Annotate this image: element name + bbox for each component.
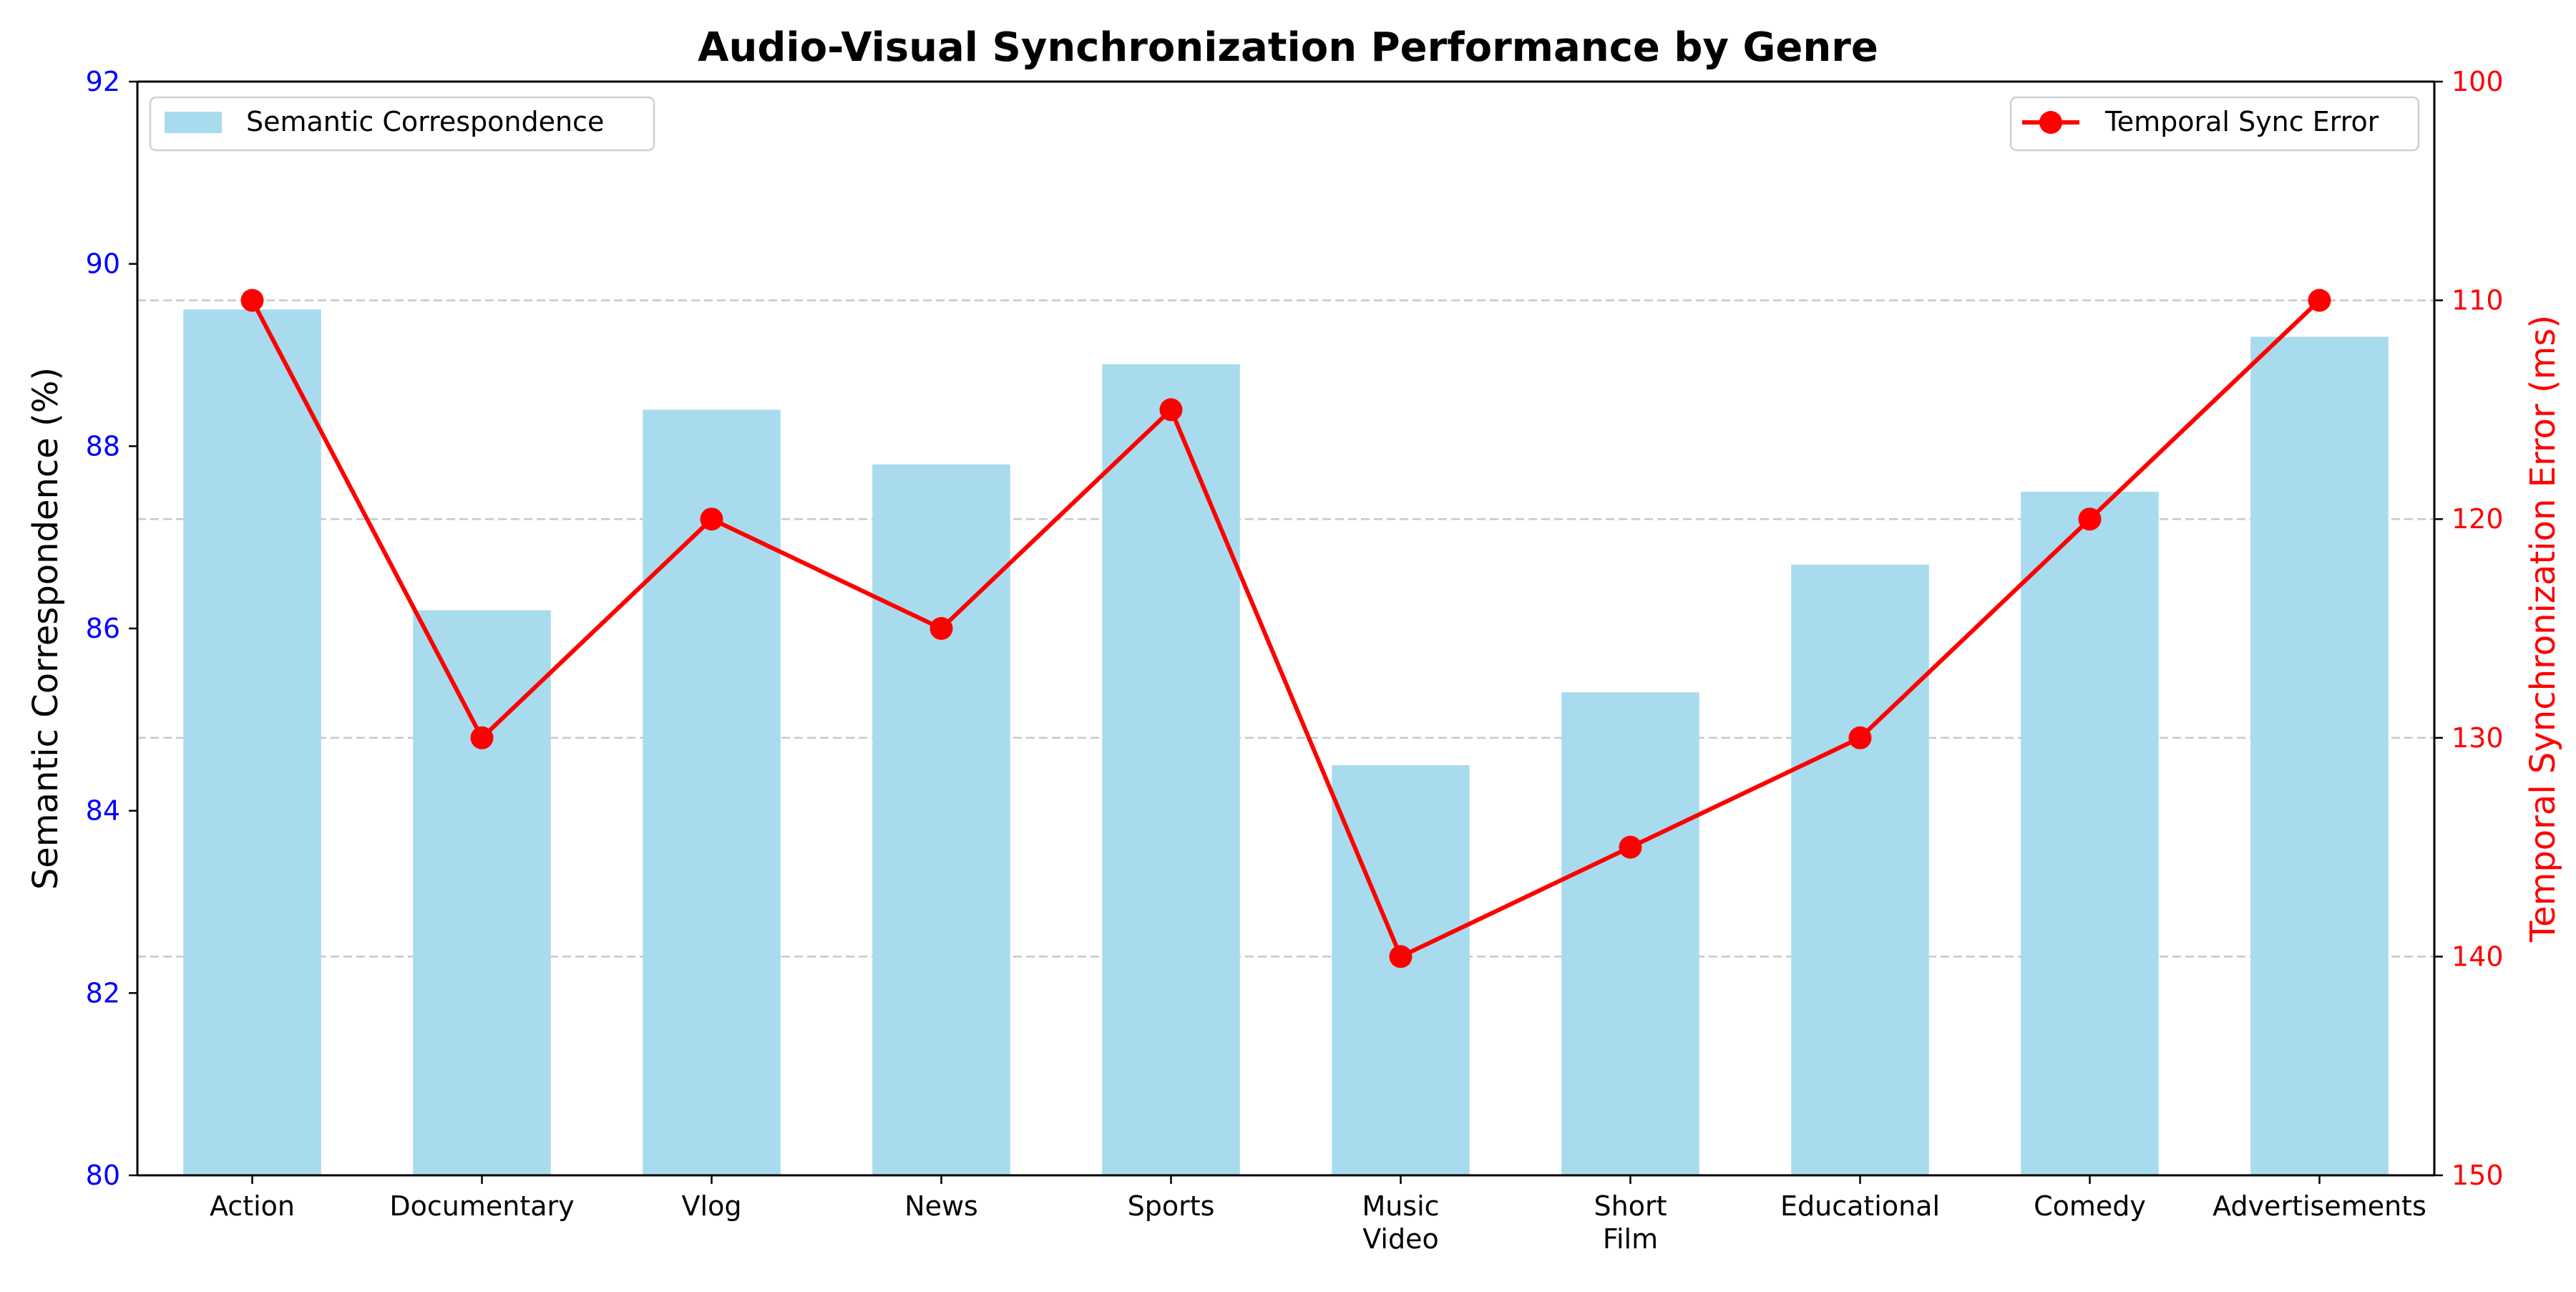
bar-2 bbox=[413, 610, 551, 1175]
x-tick-label: Music Video bbox=[1362, 1190, 1439, 1255]
line-marker-1 bbox=[240, 288, 264, 312]
right-tick-label: 150 bbox=[2451, 1160, 2504, 1191]
legend-box bbox=[2009, 96, 2420, 152]
legend-semantic-correspondence: Semantic Correspondence bbox=[149, 96, 655, 152]
line-marker-2 bbox=[470, 726, 494, 749]
legend-label: Semantic Correspondence bbox=[246, 106, 604, 137]
bar-layer bbox=[183, 309, 2389, 1175]
bar-6 bbox=[1332, 765, 1470, 1175]
legend-label: Temporal Sync Error bbox=[2104, 106, 2379, 137]
bar-7 bbox=[1561, 692, 1699, 1175]
x-tick-label: Sports bbox=[1128, 1190, 1215, 1222]
legend-swatch-marker bbox=[2039, 111, 2062, 134]
series-line-temporal-sync-error bbox=[250, 298, 2321, 959]
x-tick-label: Educational bbox=[1780, 1190, 1940, 1222]
line-marker-7 bbox=[1619, 835, 1642, 859]
left-tick-label: 88 bbox=[86, 430, 120, 462]
legend-layer: Semantic Correspondence Temporal Sync Err… bbox=[149, 96, 2420, 152]
legend-box bbox=[149, 96, 655, 152]
left-tick-label: 84 bbox=[86, 795, 120, 827]
legend-temporal-sync-error: Temporal Sync Error bbox=[2009, 96, 2420, 152]
x-tick-label: Action bbox=[210, 1190, 295, 1222]
x-tick-label: Short Film bbox=[1594, 1190, 1667, 1255]
line-marker-6 bbox=[1389, 945, 1413, 968]
line-layer bbox=[240, 288, 2331, 968]
x-tick-label: Vlog bbox=[682, 1190, 742, 1222]
line-marker-4 bbox=[930, 617, 953, 640]
bar-4 bbox=[872, 464, 1010, 1175]
bar-10 bbox=[2250, 336, 2389, 1175]
right-tick-label: 110 bbox=[2451, 285, 2504, 316]
line-marker-9 bbox=[2078, 507, 2102, 531]
x-tick-label: Comedy bbox=[2034, 1190, 2146, 1222]
right-tick-label: 130 bbox=[2451, 722, 2504, 754]
line-marker-10 bbox=[2308, 288, 2331, 312]
line-marker-5 bbox=[1159, 398, 1183, 422]
bar-8 bbox=[1791, 564, 1929, 1175]
x-tick-label: Advertisements bbox=[2212, 1190, 2426, 1222]
right-tick-label: 120 bbox=[2451, 503, 2504, 535]
x-tick-label: Documentary bbox=[389, 1190, 574, 1222]
left-tick-label: 92 bbox=[86, 66, 120, 97]
line-marker-8 bbox=[1848, 726, 1872, 749]
axes-layer: 80 82 84 86 88 90 92 100 110 120 130 140 150 Action Do… bbox=[26, 66, 2563, 1255]
left-tick-label: 90 bbox=[86, 248, 120, 280]
left-tick-label: 80 bbox=[86, 1160, 120, 1191]
right-tick-label: 140 bbox=[2451, 941, 2504, 972]
bar-1 bbox=[183, 309, 321, 1175]
left-tick-label: 86 bbox=[86, 613, 120, 644]
bar-5 bbox=[1102, 364, 1240, 1175]
chart-title: Audio-Visual Synchronization Performance… bbox=[698, 24, 1878, 71]
right-axis-label: Temporal Synchronization Error (ms) bbox=[2523, 315, 2563, 943]
left-tick-label: 82 bbox=[86, 977, 120, 1009]
left-axis-label: Semantic Correspondence (%) bbox=[26, 367, 66, 890]
x-tick-label: News bbox=[904, 1190, 978, 1222]
right-tick-label: 100 bbox=[2451, 66, 2504, 97]
bar-9 bbox=[2021, 492, 2159, 1175]
legend-swatch-bar bbox=[165, 112, 222, 133]
line-marker-3 bbox=[700, 507, 723, 531]
bar-3 bbox=[643, 409, 781, 1175]
